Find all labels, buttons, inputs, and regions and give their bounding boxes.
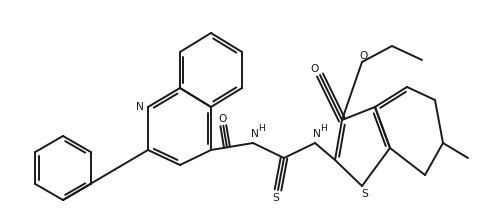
Text: N: N: [313, 129, 321, 139]
Text: H: H: [320, 123, 327, 133]
Text: O: O: [218, 114, 226, 124]
Text: O: O: [360, 51, 368, 61]
Text: O: O: [311, 64, 319, 74]
Text: H: H: [259, 123, 266, 133]
Text: N: N: [251, 129, 259, 139]
Text: S: S: [362, 189, 368, 199]
Text: N: N: [136, 102, 144, 112]
Text: S: S: [273, 193, 280, 203]
